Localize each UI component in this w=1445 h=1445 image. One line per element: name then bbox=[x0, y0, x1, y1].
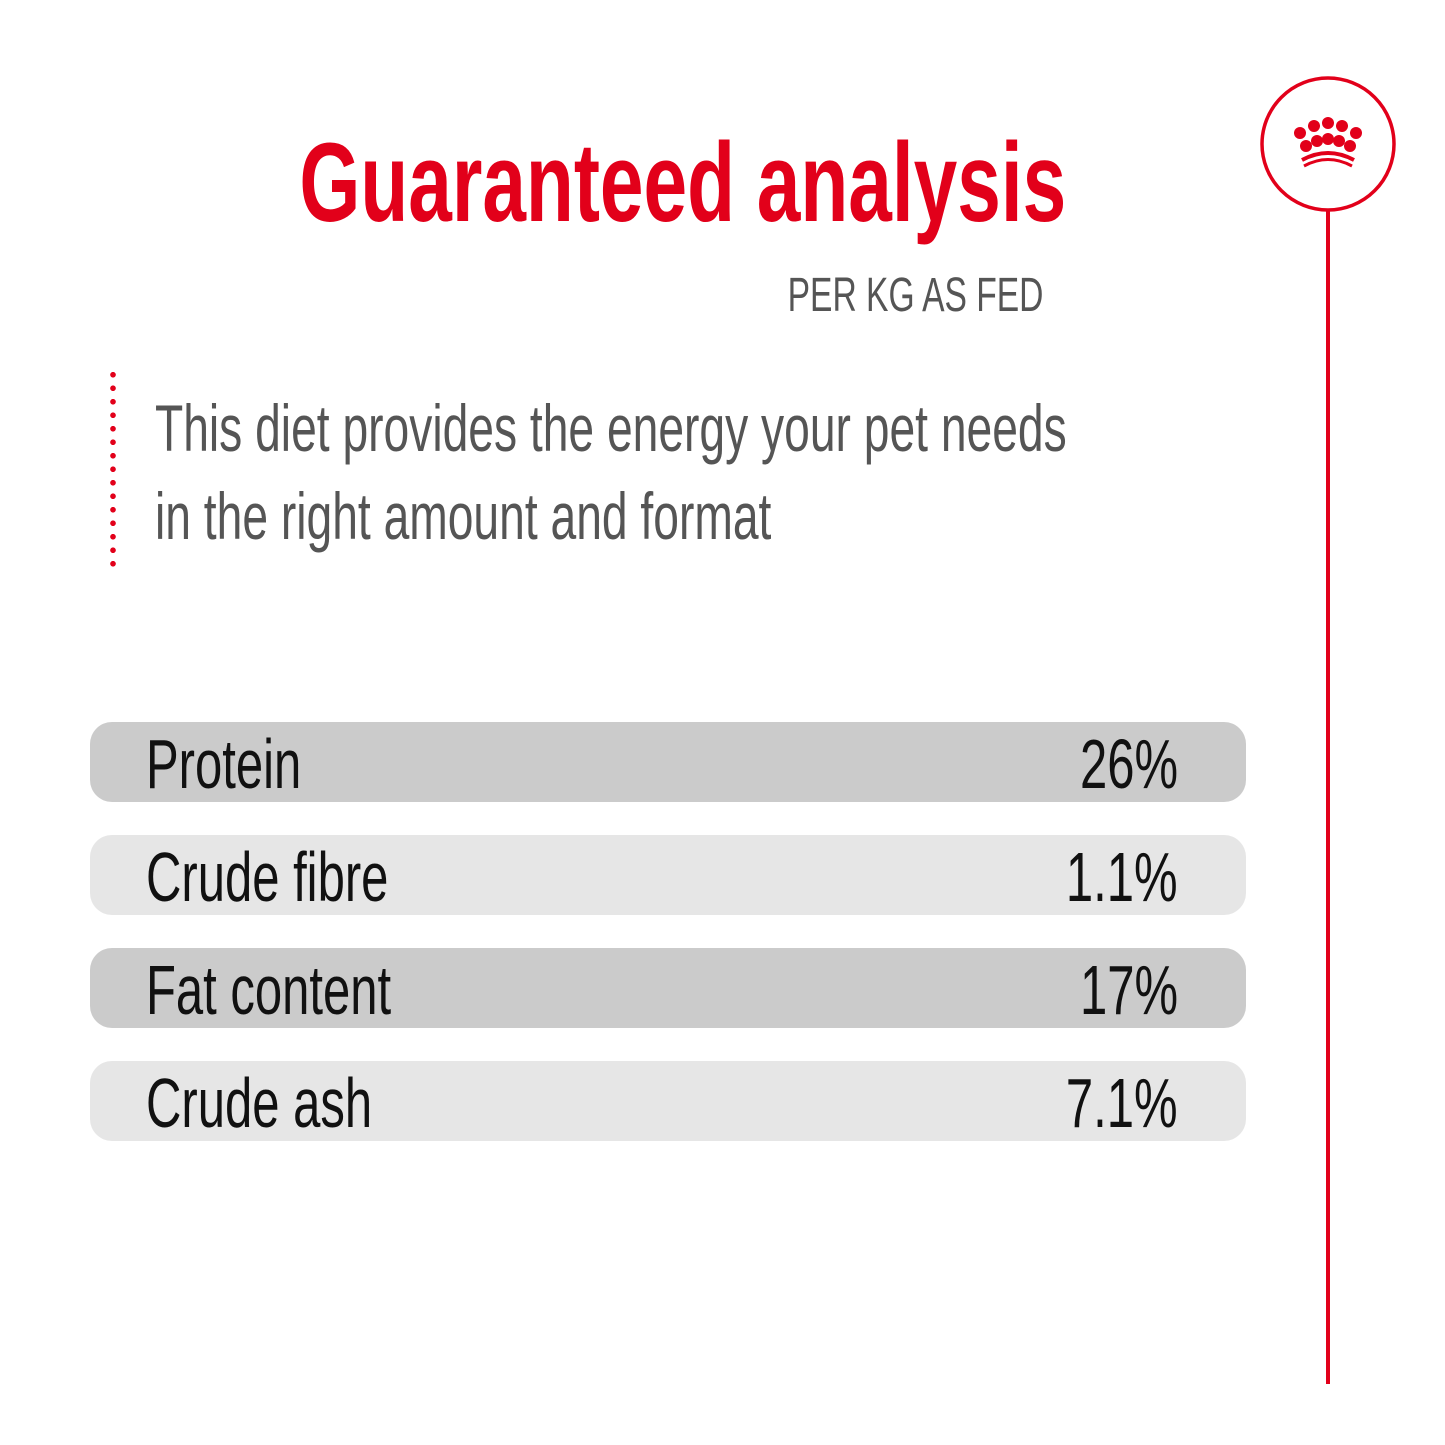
row-value: 1.1% bbox=[1066, 838, 1178, 916]
row-label: Fat content bbox=[146, 951, 392, 1029]
row-label: Crude fibre bbox=[146, 838, 389, 916]
analysis-row-crude-fibre: Crude fibre 1.1% bbox=[90, 835, 1246, 916]
crown-icon bbox=[1260, 76, 1396, 212]
description-line: in the right amount and format bbox=[155, 479, 772, 553]
analysis-row-crude-ash: Crude ash 7.1% bbox=[90, 1061, 1246, 1142]
row-label: Protein bbox=[146, 725, 302, 803]
vertical-accent-line bbox=[1326, 210, 1330, 1384]
page-subtitle: PER KG AS FED bbox=[787, 269, 1043, 322]
analysis-row-protein: Protein 26% bbox=[90, 722, 1246, 803]
row-label: Crude ash bbox=[146, 1064, 373, 1142]
row-value: 7.1% bbox=[1066, 1064, 1178, 1142]
page-title: Guaranteed analysis bbox=[299, 120, 1066, 245]
analysis-row-fat-content: Fat content 17% bbox=[90, 948, 1246, 1029]
row-value: 26% bbox=[1079, 725, 1178, 803]
dotted-divider bbox=[110, 368, 116, 568]
description-line: This diet provides the energy your pet n… bbox=[155, 391, 1067, 465]
row-value: 17% bbox=[1079, 951, 1178, 1029]
